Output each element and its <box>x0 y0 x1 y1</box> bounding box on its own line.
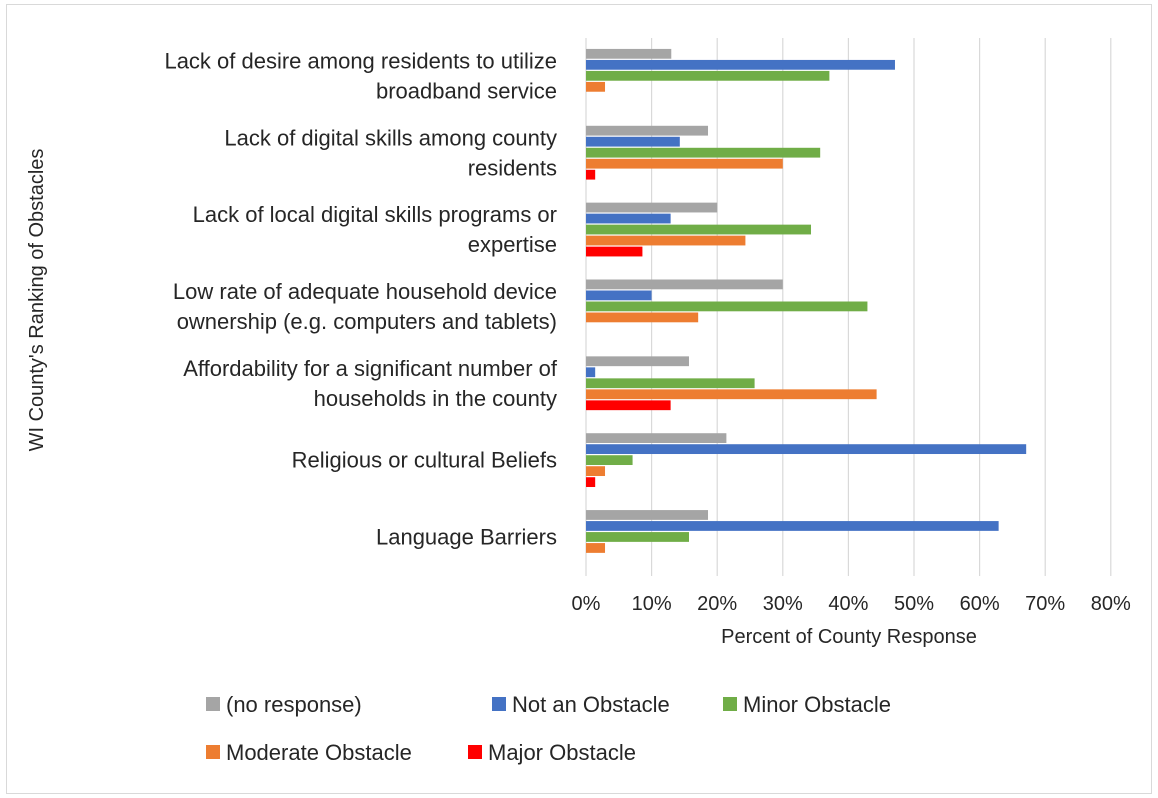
legend-label: Moderate Obstacle <box>226 740 412 765</box>
legend-label: Minor Obstacle <box>743 692 891 717</box>
y-axis-label: WI County's Ranking of Obstacles <box>26 149 48 452</box>
bar <box>586 235 746 246</box>
bar <box>586 378 755 389</box>
bar <box>586 521 999 531</box>
bar <box>586 136 680 147</box>
bar <box>586 213 671 224</box>
x-tick-label: 80% <box>1091 593 1131 615</box>
bar <box>586 48 672 59</box>
legend-swatch <box>206 697 220 711</box>
bar <box>586 444 1027 455</box>
bar <box>586 290 652 301</box>
legend-label: (no response) <box>226 692 362 717</box>
x-tick-labels: 0% 10% 20% 30% 40% 50% 60% 70% 80% <box>572 593 1131 615</box>
chart-frame <box>6 4 1152 794</box>
bar <box>586 477 596 488</box>
bar <box>586 147 821 158</box>
legend-label: Major Obstacle <box>488 740 636 765</box>
x-tick-label: 60% <box>960 593 1000 615</box>
bar <box>586 70 830 81</box>
bar <box>586 356 689 367</box>
legend-swatch <box>206 745 220 759</box>
legend-label: Not an Obstacle <box>512 692 670 717</box>
legend-swatch <box>468 745 482 759</box>
bar <box>586 455 633 466</box>
bar <box>586 169 596 180</box>
bar <box>586 59 895 70</box>
category-label: Lack of local digital skills programs or… <box>193 202 557 257</box>
bar <box>586 301 868 312</box>
category-labels: Lack of desire among residents to utiliz… <box>164 48 557 549</box>
bars <box>586 48 1027 553</box>
category-label: Lack of digital skills among county resid… <box>224 125 557 180</box>
x-axis-label: Percent of County Response <box>721 626 977 648</box>
bar <box>586 433 727 444</box>
bar <box>586 389 877 400</box>
legend-swatch <box>492 697 506 711</box>
bar <box>586 532 689 542</box>
bar <box>586 224 812 235</box>
x-tick-label: 10% <box>632 593 672 615</box>
x-tick-label: 50% <box>894 593 934 615</box>
x-tick-label: 20% <box>697 593 737 615</box>
bar <box>586 202 718 213</box>
bar <box>586 400 671 411</box>
bar <box>586 543 606 553</box>
bar <box>586 367 596 378</box>
bar <box>586 125 709 136</box>
bar <box>586 510 709 520</box>
x-tick-label: 40% <box>828 593 868 615</box>
bar <box>586 246 643 257</box>
bar <box>586 158 783 169</box>
category-label: Language Barriers <box>376 525 557 550</box>
legend: (no response) Not an Obstacle Minor Obstac… <box>206 692 891 765</box>
category-label: Religious or cultural Beliefs <box>292 448 557 473</box>
bar <box>586 312 699 323</box>
x-tick-label: 0% <box>572 593 601 615</box>
category-label: Affordability for a significant number o… <box>183 356 558 411</box>
bar <box>586 466 606 477</box>
x-tick-label: 30% <box>763 593 803 615</box>
bar <box>586 81 606 92</box>
category-label: Lack of desire among residents to utiliz… <box>164 48 557 103</box>
legend-swatch <box>723 697 737 711</box>
bar <box>586 279 783 290</box>
category-label: Low rate of adequate household device own… <box>173 279 557 334</box>
x-tick-label: 70% <box>1025 593 1065 615</box>
